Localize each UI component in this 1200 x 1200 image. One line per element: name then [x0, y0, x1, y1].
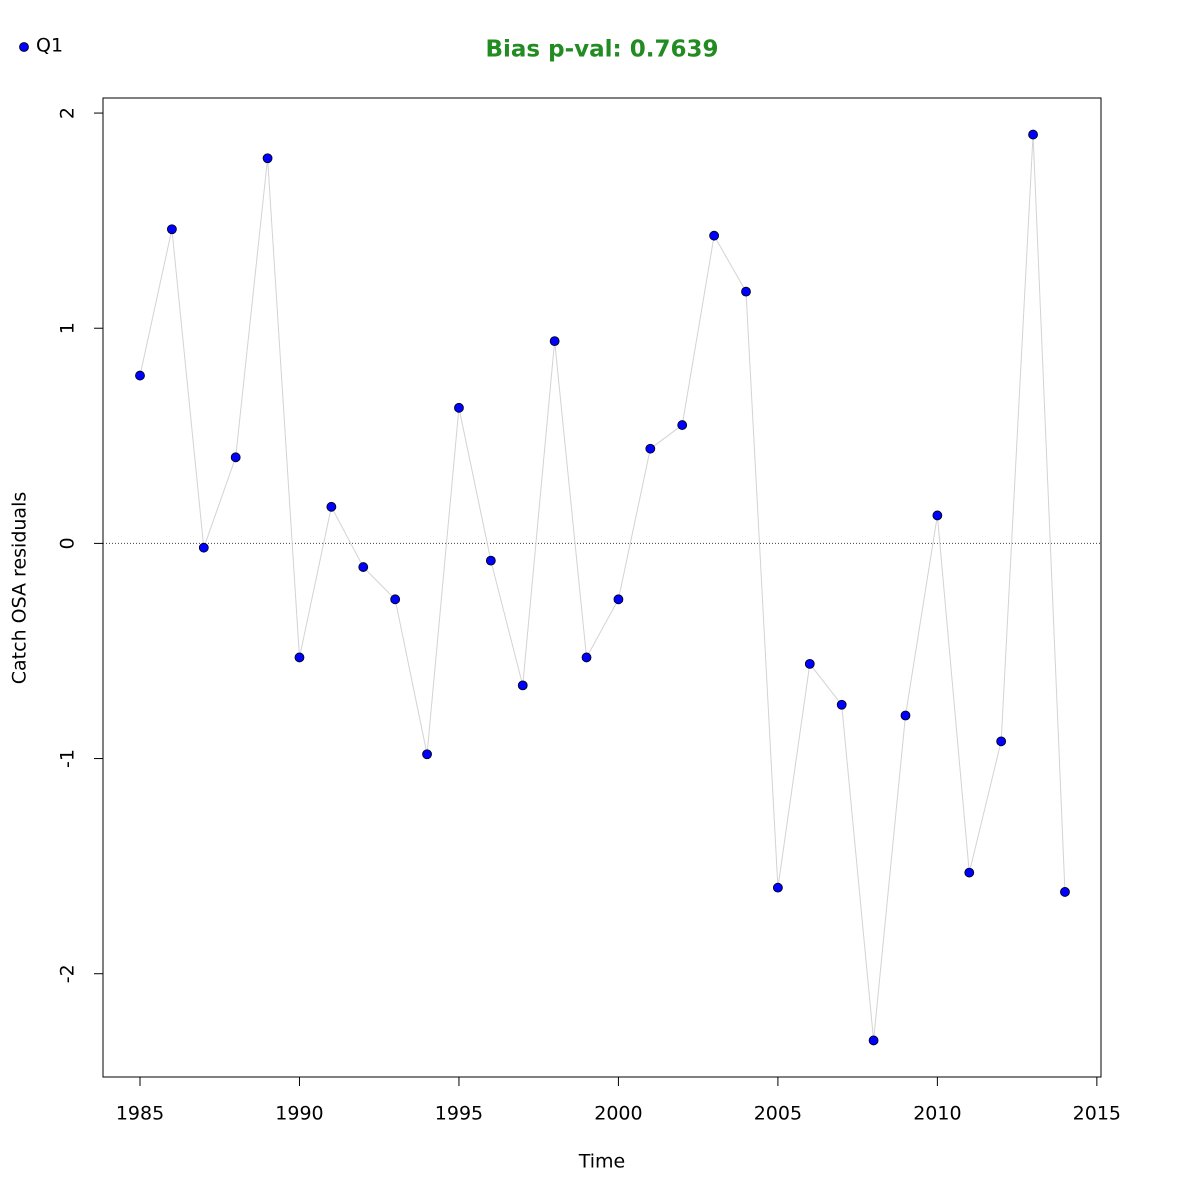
data-point [1028, 129, 1038, 140]
legend-label: Q1 [36, 35, 63, 57]
data-point [581, 652, 592, 663]
data-point [932, 510, 943, 521]
data-point [868, 1035, 879, 1046]
data-point [549, 336, 560, 347]
data-point [836, 699, 847, 710]
x-tick-label: 2015 [1073, 1103, 1121, 1125]
data-point [613, 594, 624, 605]
data-point [741, 286, 751, 297]
data-point [326, 501, 337, 512]
data-point [294, 652, 305, 663]
x-tick-label: 1995 [435, 1103, 483, 1125]
series-line [139, 134, 1066, 1041]
x-tick-label: 2005 [754, 1103, 802, 1125]
x-axis-title: Time [578, 1151, 626, 1173]
data-point [900, 710, 911, 721]
data-point [198, 542, 209, 553]
legend-marker [19, 42, 29, 52]
data-point [517, 680, 528, 691]
y-tick-label: 0 [57, 537, 79, 549]
plot-frame [102, 97, 1102, 1078]
x-tick-label: 1985 [116, 1103, 164, 1125]
data-point [677, 420, 688, 430]
data-point [996, 736, 1007, 747]
y-tick-label: 2 [57, 107, 79, 119]
data-point [422, 749, 432, 760]
data-point [135, 370, 145, 381]
x-tick-label: 2010 [913, 1103, 961, 1125]
x-tick-label: 1990 [275, 1103, 323, 1125]
data-point [262, 153, 273, 164]
data-point [166, 224, 177, 235]
data-point [1060, 887, 1070, 897]
y-tick-label: 1 [57, 322, 79, 334]
x-tick-label: 2000 [594, 1103, 642, 1125]
chart-title: Bias p-val: 0.7639 [486, 37, 719, 63]
data-point [454, 402, 464, 413]
data-point [709, 230, 720, 241]
y-axis-title: Catch OSA residuals [9, 492, 31, 684]
data-point [485, 555, 496, 566]
data-point [645, 443, 656, 454]
data-point [804, 658, 815, 669]
data-point [230, 452, 241, 463]
y-tick-label: -2 [57, 964, 79, 983]
data-point [964, 867, 975, 878]
y-tick-label: -1 [57, 749, 79, 768]
data-point [390, 594, 401, 605]
data-point [773, 882, 783, 893]
data-point [358, 562, 369, 572]
